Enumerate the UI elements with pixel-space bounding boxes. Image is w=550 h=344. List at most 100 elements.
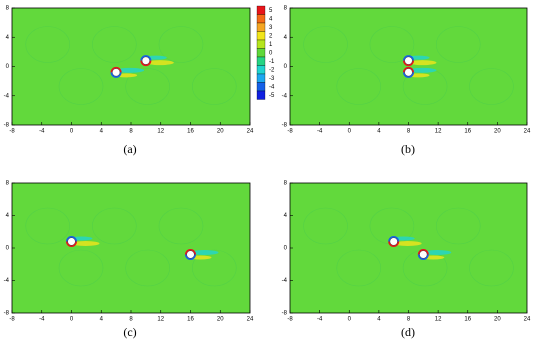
- y-tick-label: 4: [284, 35, 288, 41]
- wake: [190, 250, 219, 255]
- y-tick-label: 4: [6, 35, 10, 41]
- field-texture: [158, 207, 204, 245]
- field-texture: [303, 207, 348, 245]
- x-tick-label: 0: [70, 129, 74, 135]
- wake: [408, 67, 437, 73]
- x-tick-label: 16: [464, 129, 471, 135]
- y-tick-label: 8: [284, 181, 288, 187]
- panel-label: (c): [123, 325, 136, 339]
- x-tick-label: 12: [157, 129, 164, 135]
- colorbar-swatch: [256, 90, 266, 100]
- cylinder-edge: [140, 60, 152, 67]
- plot-area: [12, 8, 250, 125]
- y-tick-label: -4: [4, 278, 10, 284]
- x-tick-label: 0: [348, 317, 352, 323]
- colorbar-label: -5: [269, 93, 275, 99]
- colorbar-label: 4: [269, 16, 273, 22]
- colorbar-swatch: [256, 22, 266, 32]
- x-tick-label: 4: [377, 317, 381, 323]
- colorbar-label: 3: [269, 25, 273, 31]
- plot-area: [290, 8, 527, 125]
- field-texture: [58, 68, 104, 105]
- panel-label: (b): [401, 142, 415, 156]
- y-tick-label: 4: [284, 213, 288, 219]
- field-texture: [58, 249, 104, 287]
- x-tick-label: 24: [524, 129, 531, 135]
- panel-label: (d): [401, 325, 415, 339]
- x-tick-label: -4: [317, 129, 323, 135]
- colorbar-swatch: [256, 48, 266, 58]
- wake: [71, 241, 100, 246]
- x-tick-label: -8: [287, 129, 293, 135]
- colorbar-label: -2: [269, 67, 275, 73]
- cylinder: [112, 68, 121, 77]
- x-tick-label: 12: [435, 317, 442, 323]
- colorbar-label: -3: [269, 76, 275, 82]
- x-tick-label: 16: [187, 129, 194, 135]
- y-tick-label: 8: [284, 6, 288, 12]
- cylinder-edge: [110, 72, 122, 78]
- panel-label: (a): [123, 142, 136, 156]
- x-tick-label: 0: [348, 129, 352, 135]
- y-tick-label: 8: [6, 6, 10, 12]
- y-tick-label: -8: [4, 311, 10, 317]
- x-tick-label: 16: [464, 317, 471, 323]
- x-tick-label: 4: [100, 317, 104, 323]
- wake: [116, 67, 145, 73]
- y-tick-label: -8: [282, 311, 288, 317]
- y-tick-label: 8: [6, 181, 10, 187]
- plot-area: [290, 183, 527, 313]
- x-tick-label: 24: [247, 317, 254, 323]
- cylinder-edge: [110, 66, 122, 73]
- cylinder-edge: [66, 236, 77, 242]
- x-tick-label: 16: [187, 317, 194, 323]
- x-tick-label: 20: [494, 317, 501, 323]
- x-tick-label: -4: [39, 317, 45, 323]
- cylinder-edge: [185, 254, 196, 260]
- field-texture: [25, 207, 71, 245]
- x-tick-label: 8: [129, 317, 133, 323]
- field-texture: [336, 249, 382, 287]
- field-texture: [25, 26, 71, 63]
- field-texture: [469, 68, 514, 105]
- colorbar-swatch: [256, 5, 266, 15]
- colorbar-swatch: [256, 56, 266, 66]
- wake: [423, 250, 452, 255]
- field-texture: [435, 26, 481, 63]
- x-tick-label: -4: [317, 317, 323, 323]
- wake: [408, 60, 437, 66]
- cylinder: [404, 56, 413, 65]
- field-texture: [125, 68, 170, 105]
- cylinder-edge: [185, 249, 196, 255]
- y-tick-label: -8: [282, 123, 288, 129]
- x-tick-label: 12: [435, 129, 442, 135]
- field-texture: [125, 249, 170, 287]
- x-tick-label: 8: [407, 317, 411, 323]
- field-texture: [369, 26, 415, 63]
- field-texture: [92, 26, 137, 63]
- x-tick-label: 4: [377, 129, 381, 135]
- x-tick-label: 4: [100, 129, 104, 135]
- field-texture: [92, 207, 137, 245]
- x-tick-label: -4: [39, 129, 45, 135]
- x-tick-label: 8: [129, 129, 133, 135]
- colorbar-swatch: [256, 31, 266, 41]
- colorbar-swatch: [256, 39, 266, 49]
- field-texture: [303, 26, 348, 63]
- cylinder-edge: [388, 236, 400, 242]
- cylinder-edge: [403, 66, 414, 73]
- cylinder-edge: [417, 254, 429, 260]
- colorbar-label: -1: [269, 59, 275, 65]
- colorbar-label: 0: [269, 50, 273, 56]
- cylinder: [419, 250, 428, 259]
- x-tick-label: 24: [247, 129, 254, 135]
- x-tick-label: 0: [70, 317, 74, 323]
- y-tick-label: -4: [282, 278, 288, 284]
- field-texture: [158, 26, 204, 63]
- colorbar-swatch: [256, 65, 266, 75]
- y-tick-label: -4: [282, 93, 288, 99]
- colorbar-swatch: [256, 73, 266, 83]
- cylinder: [141, 56, 150, 65]
- colorbar-label: 2: [269, 33, 273, 39]
